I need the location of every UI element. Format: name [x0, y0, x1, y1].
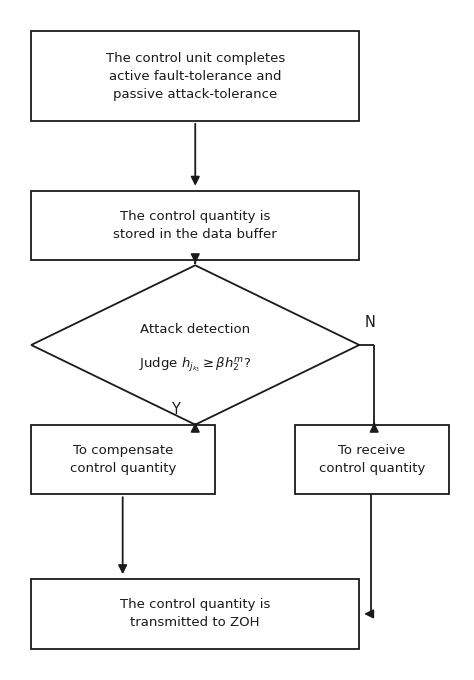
Text: The control quantity is
transmitted to ZOH: The control quantity is transmitted to Z…	[120, 598, 271, 630]
FancyBboxPatch shape	[31, 31, 359, 121]
Text: N: N	[364, 315, 375, 330]
FancyBboxPatch shape	[31, 579, 359, 649]
Text: To compensate
control quantity: To compensate control quantity	[70, 444, 176, 475]
FancyBboxPatch shape	[31, 424, 215, 494]
FancyBboxPatch shape	[31, 190, 359, 260]
Text: To receive
control quantity: To receive control quantity	[319, 444, 425, 475]
Text: The control quantity is
stored in the data buffer: The control quantity is stored in the da…	[113, 210, 277, 241]
Text: The control unit completes
active fault-tolerance and
passive attack-tolerance: The control unit completes active fault-…	[106, 52, 285, 101]
Text: Attack detection: Attack detection	[140, 322, 250, 335]
Text: Judge $h_{j_{k_3}} \geq \beta h_2^m$?: Judge $h_{j_{k_3}} \geq \beta h_2^m$?	[139, 356, 251, 374]
FancyBboxPatch shape	[295, 424, 449, 494]
Text: Y: Y	[171, 402, 180, 417]
Polygon shape	[31, 265, 359, 424]
